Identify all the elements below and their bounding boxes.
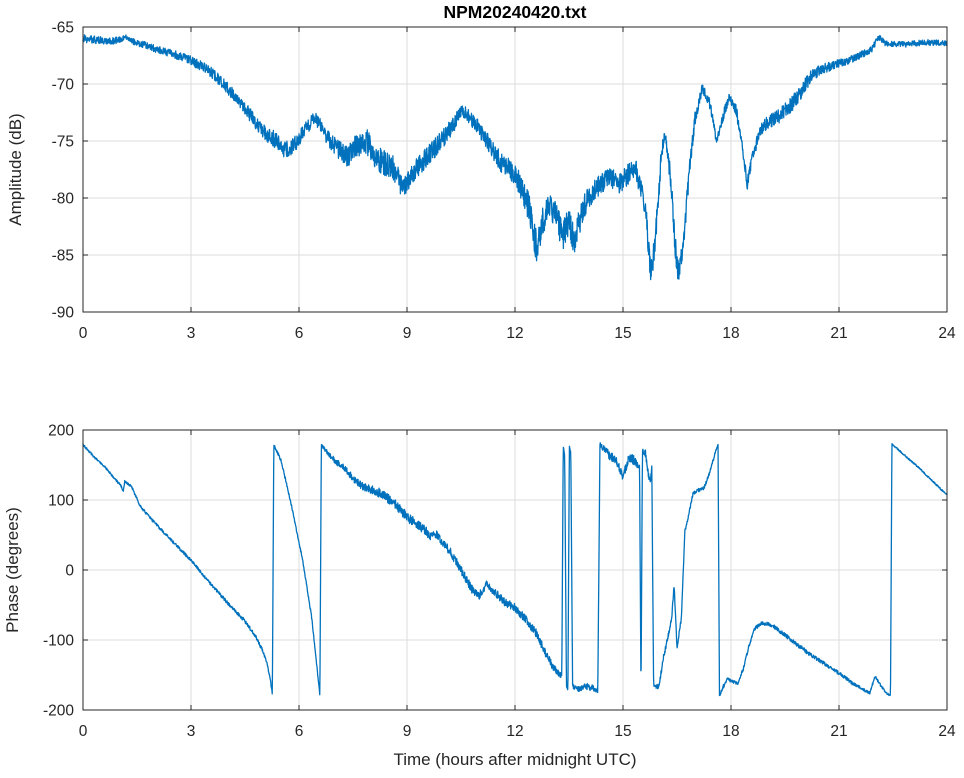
svg-text:18: 18	[722, 723, 739, 740]
svg-text:9: 9	[403, 325, 412, 342]
svg-text:6: 6	[295, 723, 304, 740]
phase-y-axis-label: Phase (degrees)	[3, 507, 22, 633]
svg-text:24: 24	[938, 723, 956, 740]
svg-text:0: 0	[79, 723, 88, 740]
phase-axes	[82, 429, 948, 711]
svg-text:-200: -200	[43, 703, 74, 720]
svg-text:21: 21	[830, 723, 847, 740]
svg-text:-80: -80	[52, 191, 75, 208]
svg-text:-100: -100	[43, 633, 74, 650]
svg-text:21: 21	[830, 325, 847, 342]
svg-text:-90: -90	[52, 305, 75, 322]
svg-text:15: 15	[614, 723, 631, 740]
amplitude-line	[82, 34, 948, 281]
svg-text:0: 0	[65, 563, 74, 580]
amplitude-axes	[82, 26, 948, 313]
svg-text:0: 0	[79, 325, 88, 342]
phase-subplot: 0 3 6 9 12 15 18 21 24 -200 -100 0 100 200	[43, 423, 956, 741]
time-x-axis-label: Time (hours after midnight UTC)	[393, 750, 636, 769]
amplitude-y-axis-label: Amplitude (dB)	[6, 113, 25, 225]
svg-text:18: 18	[722, 325, 739, 342]
figure-title: NPM20240420.txt	[444, 2, 587, 22]
svg-text:6: 6	[295, 325, 304, 342]
phase-line	[82, 442, 948, 697]
svg-text:-70: -70	[52, 77, 75, 94]
svg-text:100: 100	[48, 493, 74, 510]
svg-text:3: 3	[187, 325, 196, 342]
svg-text:-85: -85	[52, 248, 74, 265]
svg-text:-75: -75	[52, 134, 74, 151]
svg-text:15: 15	[614, 325, 631, 342]
amplitude-subplot: 0 3 6 9 12 15 18 21 24 -90 -85 -80 -75 -70 -65	[52, 20, 956, 343]
svg-text:-65: -65	[52, 20, 74, 37]
svg-text:200: 200	[48, 423, 74, 440]
svg-text:12: 12	[506, 325, 523, 342]
amplitude-tick-labels: 0 3 6 9 12 15 18 21 24 -90 -85 -80 -75 -70 -65	[52, 20, 956, 343]
phase-grid	[82, 429, 948, 711]
svg-text:9: 9	[403, 723, 412, 740]
phase-tick-labels: 0 3 6 9 12 15 18 21 24 -200 -100 0 100 200	[43, 423, 956, 741]
svg-text:24: 24	[938, 325, 956, 342]
svg-text:12: 12	[506, 723, 523, 740]
svg-text:3: 3	[187, 723, 196, 740]
